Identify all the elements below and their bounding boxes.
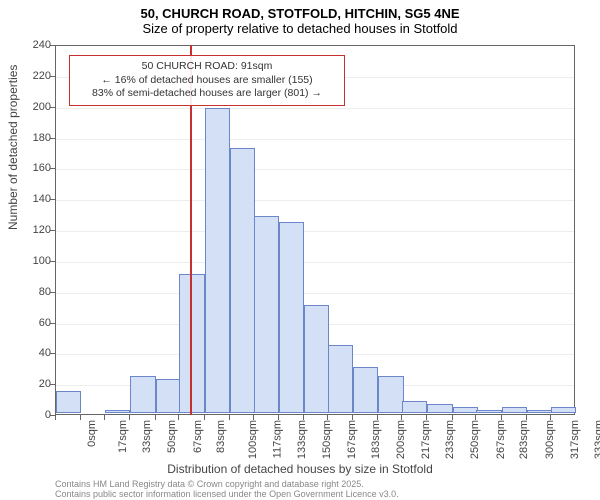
xtick-mark (55, 415, 56, 420)
xtick-mark (352, 415, 353, 420)
xtick-label: 183sqm (370, 420, 382, 459)
x-axis-label: Distribution of detached houses by size … (0, 462, 600, 476)
histogram-bar (279, 222, 304, 413)
chart-plot-area: 50 CHURCH ROAD: 91sqm ← 16% of detached … (55, 45, 575, 415)
annotation-line1: 50 CHURCH ROAD: 91sqm (76, 60, 338, 74)
ytick-label: 120 (21, 224, 51, 236)
xtick-label: 317sqm (569, 420, 581, 459)
histogram-bar (205, 108, 230, 413)
xtick-mark (155, 415, 156, 420)
ytick-label: 100 (21, 255, 51, 267)
ytick-label: 160 (21, 162, 51, 174)
histogram-bar (56, 391, 81, 413)
xtick-label: 300sqm (544, 420, 556, 459)
gridline (56, 139, 574, 140)
ytick-label: 180 (21, 132, 51, 144)
histogram-bar (353, 367, 378, 413)
xtick-mark (129, 415, 130, 420)
ytick-label: 0 (21, 409, 51, 421)
footer-line2: Contains public sector information licen… (55, 490, 399, 500)
xtick-mark (229, 415, 230, 420)
histogram-bar (527, 410, 552, 413)
gridline (56, 293, 574, 294)
xtick-label: 33sqm (141, 420, 153, 453)
xtick-label: 200sqm (395, 420, 407, 459)
xtick-label: 167sqm (346, 420, 358, 459)
histogram-bar (378, 376, 403, 413)
footer-attribution: Contains HM Land Registry data © Crown c… (55, 480, 399, 500)
gridline (56, 262, 574, 263)
histogram-bar (328, 345, 353, 413)
xtick-mark (178, 415, 179, 420)
xtick-mark (377, 415, 378, 420)
gridline (56, 169, 574, 170)
histogram-bar (402, 401, 427, 413)
xtick-label: 267sqm (495, 420, 507, 459)
xtick-label: 117sqm (271, 420, 283, 458)
xtick-label: 67sqm (192, 420, 204, 453)
xtick-label: 283sqm (519, 420, 531, 459)
xtick-mark (475, 415, 476, 420)
xtick-label: 150sqm (321, 420, 333, 459)
xtick-label: 83sqm (215, 420, 227, 453)
xtick-mark (526, 415, 527, 420)
xtick-label: 100sqm (247, 420, 259, 459)
ytick-label: 200 (21, 101, 51, 113)
xtick-label: 0sqm (86, 420, 98, 447)
ytick-label: 140 (21, 193, 51, 205)
xtick-label: 333sqm (593, 420, 600, 459)
title-line-subtitle: Size of property relative to detached ho… (0, 21, 600, 36)
xtick-mark (501, 415, 502, 420)
gridline (56, 108, 574, 109)
xtick-mark (550, 415, 551, 420)
xtick-label: 133sqm (296, 420, 308, 459)
histogram-bar (230, 148, 255, 413)
xtick-mark (253, 415, 254, 420)
histogram-bar (453, 407, 478, 413)
ytick-label: 80 (21, 286, 51, 298)
ytick-label: 220 (21, 70, 51, 82)
xtick-mark (401, 415, 402, 420)
xtick-mark (204, 415, 205, 420)
ytick-label: 20 (21, 378, 51, 390)
histogram-bar (105, 410, 130, 413)
histogram-bar (551, 407, 576, 413)
xtick-label: 233sqm (444, 420, 456, 459)
xtick-mark (80, 415, 81, 420)
histogram-bar (254, 216, 279, 413)
xtick-mark (452, 415, 453, 420)
chart-title: 50, CHURCH ROAD, STOTFOLD, HITCHIN, SG5 … (0, 0, 600, 36)
xtick-mark (426, 415, 427, 420)
xtick-mark (104, 415, 105, 420)
annotation-line2: ← 16% of detached houses are smaller (15… (76, 74, 338, 88)
annotation-line3: 83% of semi-detached houses are larger (… (76, 87, 338, 101)
histogram-bar (304, 305, 329, 413)
ytick-label: 40 (21, 347, 51, 359)
xtick-mark (278, 415, 279, 420)
gridline (56, 200, 574, 201)
xtick-label: 217sqm (421, 420, 433, 459)
xtick-mark (303, 415, 304, 420)
annotation-box: 50 CHURCH ROAD: 91sqm ← 16% of detached … (69, 55, 345, 106)
histogram-bar (502, 407, 527, 413)
xtick-label: 50sqm (166, 420, 178, 453)
xtick-label: 250sqm (470, 420, 482, 459)
ytick-label: 240 (21, 39, 51, 51)
histogram-bar (476, 410, 501, 413)
ytick-label: 60 (21, 317, 51, 329)
histogram-bar (427, 404, 452, 413)
xtick-mark (327, 415, 328, 420)
histogram-bar (130, 376, 155, 413)
xtick-label: 17sqm (117, 420, 129, 453)
histogram-bar (156, 379, 181, 413)
title-line-address: 50, CHURCH ROAD, STOTFOLD, HITCHIN, SG5 … (0, 6, 600, 21)
gridline (56, 231, 574, 232)
y-axis-label: Number of detached properties (6, 65, 20, 230)
